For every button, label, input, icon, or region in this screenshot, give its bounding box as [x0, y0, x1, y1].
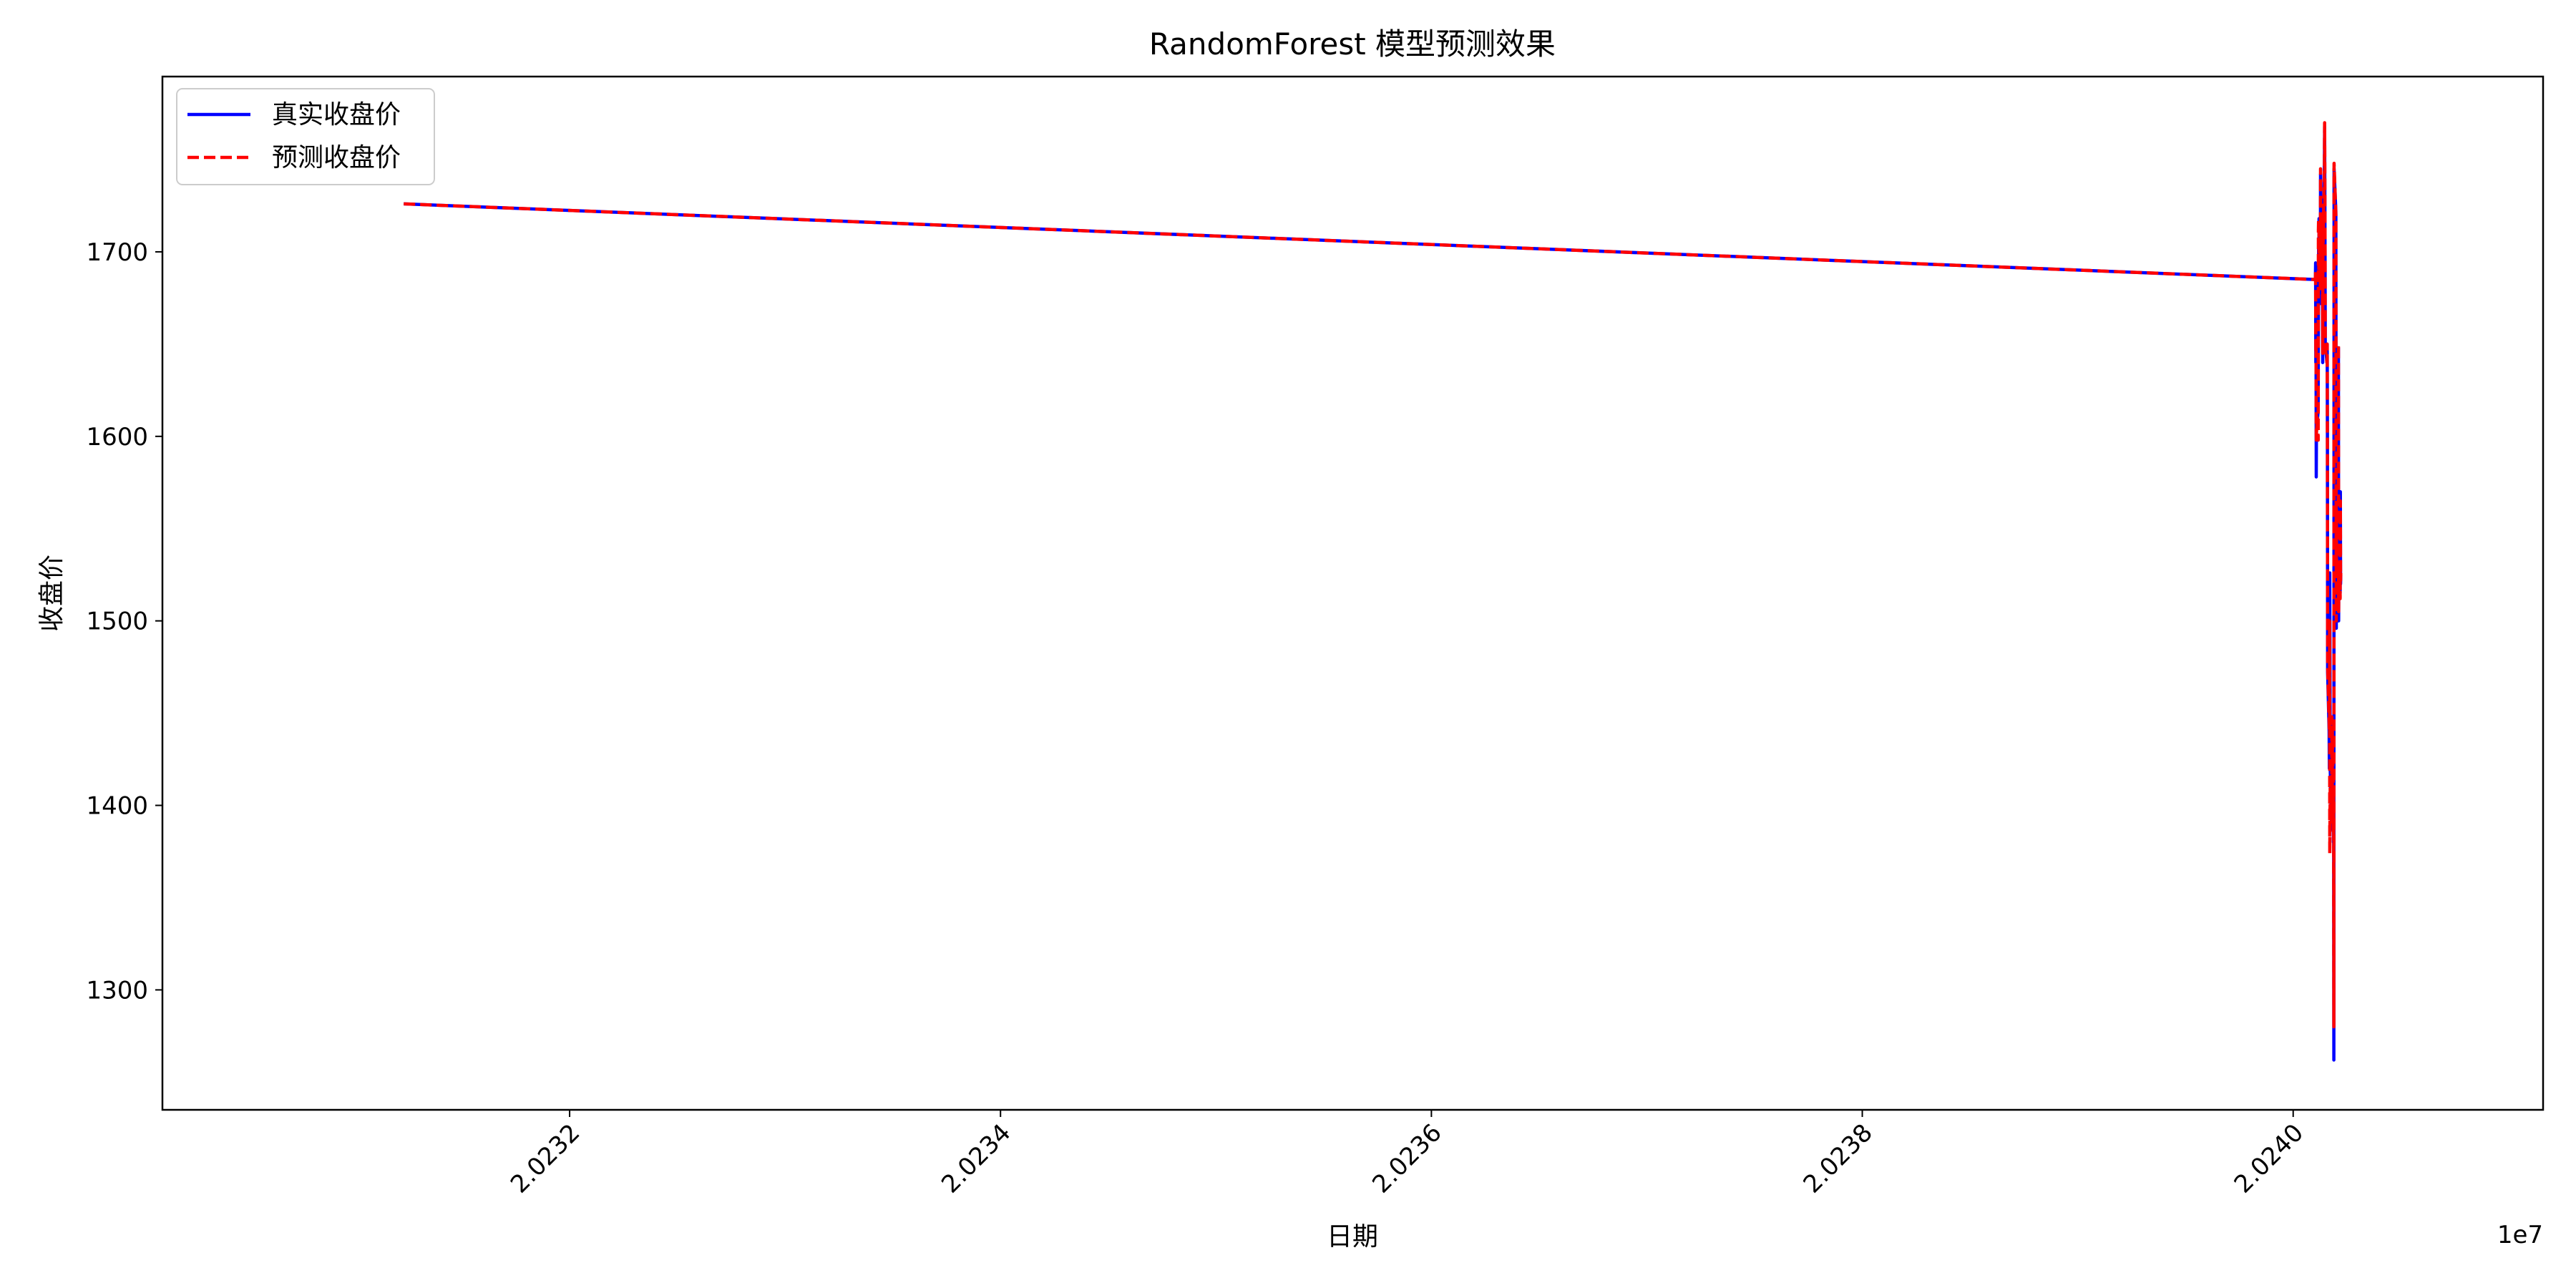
series-line-predicted-close: [404, 121, 2343, 1029]
y-tick-label: 1500: [86, 608, 148, 636]
y-tick-label: 1400: [86, 792, 148, 821]
y-axis-ticks: 1300 1400 1500 1600 1700: [86, 238, 162, 1005]
legend-label-predicted-close: 预测收盘价: [272, 143, 401, 172]
x-axis-offset-label: 1e7: [2497, 1221, 2543, 1249]
y-axis-label: 收盘价: [37, 555, 67, 632]
legend: 真实收盘价 预测收盘价: [176, 88, 435, 185]
axes-frame: [161, 75, 2545, 1111]
y-tick-label: 1600: [86, 423, 148, 452]
y-tick-label: 1700: [86, 238, 148, 267]
plot-area: [404, 121, 2343, 1062]
x-axis-label: 日期: [1327, 1222, 1378, 1252]
chart-title: RandomForest 模型预测效果: [1149, 26, 1556, 62]
legend-label-true-close: 真实收盘价: [272, 100, 401, 130]
legend-box: [176, 88, 435, 185]
y-tick-label: 1300: [86, 976, 148, 1005]
